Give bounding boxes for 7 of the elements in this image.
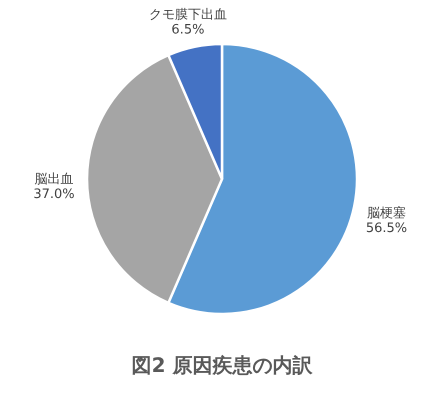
data-label: 37.0%	[33, 187, 75, 202]
slice-label: 脳出血	[34, 172, 74, 187]
slice-label: 脳梗塞	[367, 205, 406, 222]
data-label: 6.5%	[171, 22, 204, 38]
data-label: 56.5%	[366, 221, 408, 236]
text: 図2 原因疾患の内訳	[132, 353, 314, 377]
slice-label: クモ膜下出血	[148, 7, 227, 22]
